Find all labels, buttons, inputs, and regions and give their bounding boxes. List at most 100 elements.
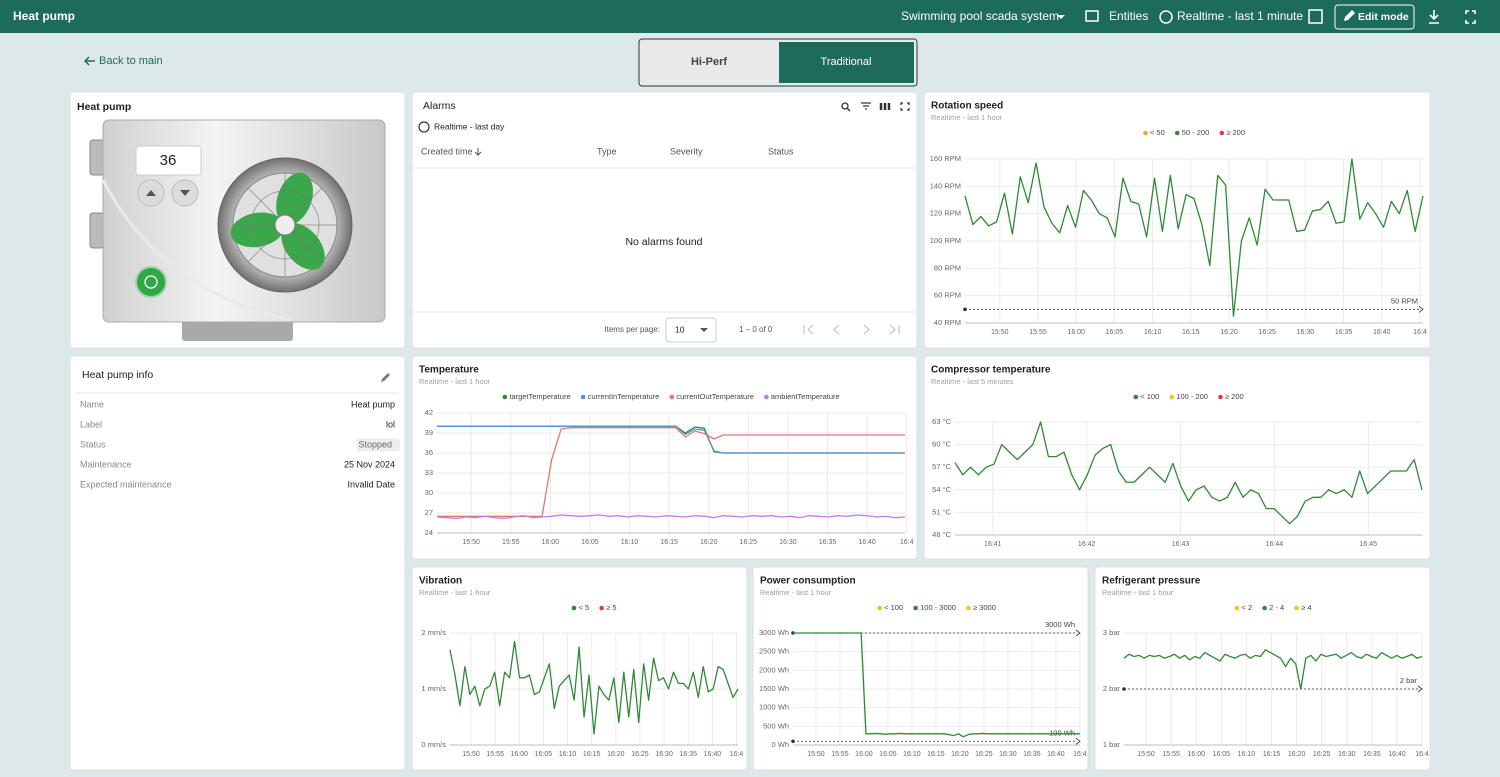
page-size-select[interactable]	[665, 317, 717, 343]
legend-swatch	[913, 605, 918, 611]
x-tick-label: 16:30	[999, 751, 1017, 758]
x-tick-label: 16:40	[1388, 751, 1406, 758]
temperature-display: 36	[160, 152, 177, 169]
y-tick-label: 27	[425, 508, 433, 517]
y-tick-label: 40 RPM	[934, 318, 961, 327]
column-header[interactable]: Created time	[421, 146, 473, 156]
download-icon[interactable]	[1429, 10, 1439, 24]
y-tick-label: 0 Wh	[771, 740, 789, 749]
y-tick-label: 33	[425, 468, 433, 477]
widget-frame	[411, 355, 918, 560]
x-tick-label: 16:15	[1182, 329, 1200, 336]
caret	[700, 328, 708, 332]
info-value: Heat pump	[351, 399, 395, 409]
legend-swatch	[599, 605, 604, 611]
x-tick-label: 16:00	[1067, 329, 1085, 336]
chart-subtitle: Realtime - last 5 minutes	[931, 377, 1014, 386]
chart-title: Compressor temperature	[931, 365, 1051, 376]
legend-label: ≥ 3000	[973, 603, 996, 612]
x-tick-label: 16:20	[951, 751, 969, 758]
x-tick-label: 15:50	[462, 539, 480, 546]
layout-icon[interactable]	[1308, 9, 1323, 24]
x-tick-label: 16:00	[855, 751, 873, 758]
y-tick-label: 100 RPM	[930, 236, 961, 245]
y-tick-label: 140 RPM	[930, 181, 961, 190]
x-tick-label: 15:55	[1162, 751, 1180, 758]
legend-label: targetTemperature	[509, 392, 570, 401]
widget-title: Heat pump	[77, 101, 131, 113]
edit-button[interactable]	[1334, 4, 1415, 30]
x-tick-label: 16:25	[1258, 329, 1276, 336]
y-tick-label: 57 °C	[932, 462, 951, 471]
info-label: Name	[80, 399, 104, 409]
widget-frame	[1094, 566, 1431, 771]
legend-label: currentOutTemperature	[676, 392, 754, 401]
legend-swatch	[1143, 130, 1148, 136]
chart-title: Power consumption	[760, 576, 856, 587]
x-tick-label: 16:30	[1297, 329, 1315, 336]
chart-subtitle: Realtime - last 1 hour	[931, 113, 1003, 122]
paginator[interactable]	[803, 324, 900, 335]
threshold-label: 50 RPM	[1391, 296, 1418, 305]
x-tick-label: 16:35	[679, 751, 697, 758]
x-tick-label: 16:25	[740, 539, 758, 546]
x-tick-label: 15:55	[502, 539, 520, 546]
legend-swatch	[1169, 394, 1175, 400]
dashboard-select[interactable]: Swimming pool scada system	[901, 9, 1059, 23]
legend-label: ≥ 200	[1225, 392, 1244, 401]
series-line	[793, 632, 1080, 738]
x-tick-label: 16:35	[1363, 751, 1381, 758]
column-header: Severity	[670, 146, 703, 156]
x-tick-label: 16:4	[1415, 751, 1429, 758]
y-tick-label: 1 mm/s	[421, 684, 446, 693]
legend-swatch	[1294, 605, 1299, 611]
y-tick-label: 42	[425, 408, 433, 417]
legend-swatch	[966, 605, 971, 611]
legend-label: < 100	[1140, 392, 1159, 401]
caret	[1057, 15, 1065, 19]
threshold-label: 100 Wh	[1049, 728, 1075, 737]
entities-button[interactable]: Entities	[1109, 9, 1148, 23]
x-tick-label: 15:55	[831, 751, 849, 758]
x-tick-label: 16:40	[1047, 751, 1065, 758]
threshold-dot	[791, 739, 795, 744]
fullscreen-icon[interactable]	[1465, 10, 1476, 24]
x-tick-label: 16:10	[1238, 751, 1256, 758]
legend-swatch	[571, 605, 577, 611]
legend-swatch	[1174, 130, 1180, 136]
legend-swatch	[1219, 130, 1225, 136]
legend: targetTemperature currentInTemperature cur…	[502, 392, 840, 401]
info-value: Invalid Date	[347, 479, 395, 489]
tab[interactable]: Traditional	[821, 56, 872, 68]
y-tick-label: 51 °C	[932, 507, 951, 516]
x-tick-label: 15:55	[1029, 329, 1047, 336]
x-tick-label: 16:43	[1172, 541, 1190, 548]
legend-label: ≥ 4	[1301, 603, 1311, 612]
x-tick-label: 16:4	[1413, 329, 1427, 336]
timewindow-button[interactable]: Realtime - last 1 minute	[1177, 9, 1303, 23]
series-line	[954, 421, 1423, 525]
info-rows: Name Heat pump Label lol Status Stopped Mainte…	[80, 399, 400, 489]
x-tick-label: 16:10	[903, 751, 921, 758]
page-size: 10	[675, 324, 685, 334]
edit-icon[interactable]	[381, 373, 390, 382]
tab-active[interactable]	[779, 42, 914, 83]
legend-swatch	[1234, 605, 1240, 611]
x-tick-label: 16:41	[984, 541, 1002, 548]
series-line	[1123, 649, 1423, 690]
y-tick-label: 1500 Wh	[759, 684, 789, 693]
info-label: Label	[80, 419, 102, 429]
x-tick-label: 16:44	[1266, 541, 1284, 548]
legend-swatch	[1133, 394, 1139, 400]
tab[interactable]: Hi-Perf	[691, 56, 727, 68]
y-tick-label: 0 mm/s	[421, 740, 446, 749]
back-link[interactable]: Back to main	[99, 55, 163, 67]
heat-pump-illustration	[89, 119, 386, 341]
legend-label: ≥ 200	[1226, 128, 1245, 137]
y-tick-label: 3000 Wh	[759, 628, 789, 637]
y-tick-label: 24	[425, 528, 433, 537]
threshold-label: 2 bar	[1400, 676, 1418, 685]
